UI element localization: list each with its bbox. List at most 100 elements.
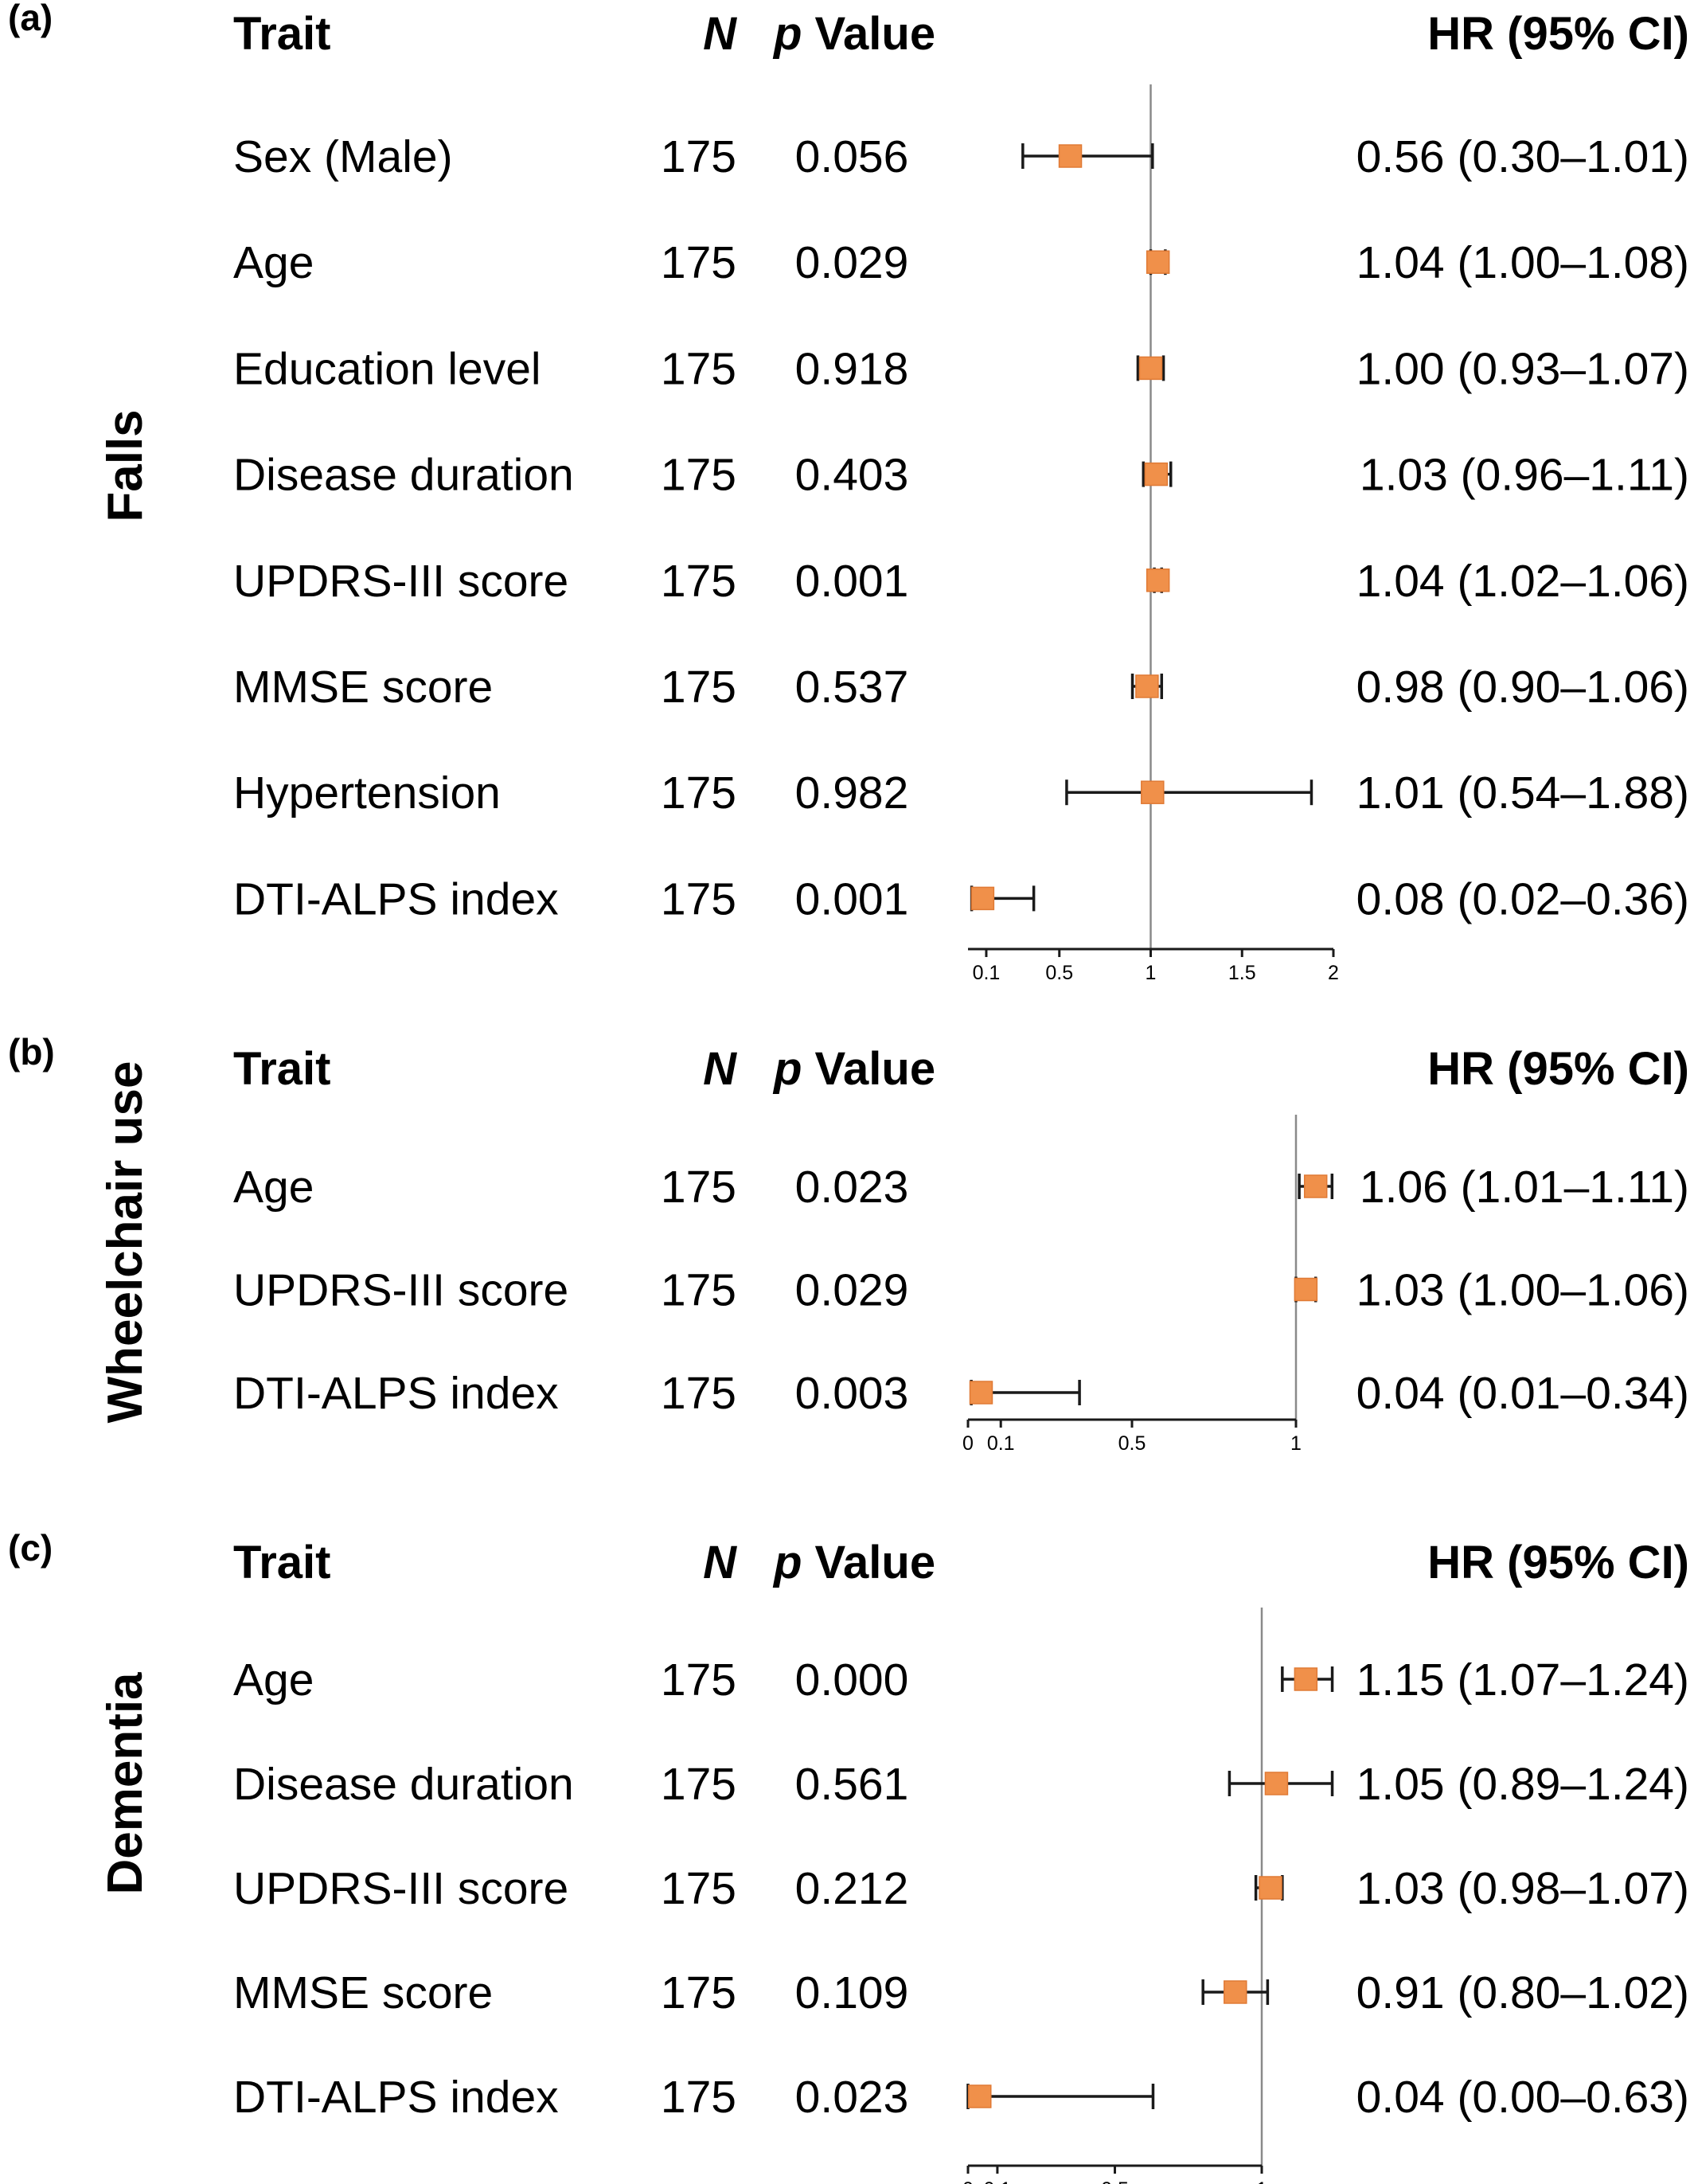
p-value: 0.003 (795, 1368, 909, 1419)
trait-label: DTI-ALPS index (233, 1368, 559, 1419)
x-tick-label: 1.5 (1228, 962, 1256, 984)
header-p-italic: p (772, 1537, 802, 1588)
trait-label: Age (233, 1655, 314, 1705)
p-value: 0.023 (795, 1162, 909, 1213)
header-trait: Trait (233, 8, 331, 60)
outcome-label: Dementia (98, 1672, 153, 1895)
p-value: 0.537 (795, 662, 909, 713)
n-value: 175 (661, 1863, 736, 1914)
outcome-label: Falls (98, 409, 153, 522)
table-row: UPDRS-III score 175 0.212 1.03 (0.98–1.07) (233, 1863, 1689, 1914)
hr-marker (1146, 568, 1170, 592)
table-row: Sex (Male) 175 0.056 0.56 (0.30–1.01) (233, 131, 1689, 182)
header-hr: HR (95% CI) (1427, 1537, 1689, 1588)
x-tick-label: 0.5 (1118, 1432, 1146, 1455)
trait-label: MMSE score (233, 662, 493, 713)
p-value: 0.000 (795, 1655, 909, 1705)
p-value: 0.023 (795, 2072, 909, 2123)
hr-ci-label: 1.03 (0.98–1.07) (1356, 1863, 1689, 1914)
hr-ci-label: 0.91 (0.80–1.02) (1356, 1967, 1689, 2018)
hr-marker (1058, 144, 1083, 168)
p-value: 0.001 (795, 556, 909, 607)
n-value: 175 (661, 237, 736, 288)
n-value: 175 (661, 1368, 736, 1419)
hr-ci-label: 0.98 (0.90–1.06) (1356, 662, 1689, 713)
table-row: MMSE score 175 0.109 0.91 (0.80–1.02) (233, 1967, 1689, 2018)
hr-marker (1294, 1277, 1318, 1302)
panel-tag: (a) (8, 0, 53, 38)
header-trait: Trait (233, 1043, 331, 1095)
trait-label: UPDRS-III score (233, 556, 568, 607)
n-value: 175 (661, 873, 736, 924)
x-tick-label: 0.1 (984, 2178, 1012, 2184)
p-value: 0.001 (795, 873, 909, 924)
hr-ci-label: 1.04 (1.00–1.08) (1356, 237, 1689, 288)
x-tick-label: 1 (1256, 2178, 1267, 2184)
x-tick-label: 0.5 (1101, 2178, 1129, 2184)
hr-marker (1138, 356, 1163, 381)
trait-label: Age (233, 237, 314, 288)
x-tick-label: 1 (1146, 962, 1157, 984)
p-value: 0.029 (795, 1265, 909, 1316)
table-row: Age 175 0.023 1.06 (1.01–1.11) (233, 1162, 1689, 1213)
header-n: N (703, 8, 737, 60)
trait-label: UPDRS-III score (233, 1265, 568, 1316)
n-value: 175 (661, 1967, 736, 2018)
table-row: Age 175 0.000 1.15 (1.07–1.24) (233, 1655, 1689, 1705)
trait-label: DTI-ALPS index (233, 2072, 559, 2123)
trait-label: Disease duration (233, 450, 574, 501)
header-p-rest: Value (802, 1537, 935, 1588)
table-row: UPDRS-III score 175 0.001 1.04 (1.02–1.06) (233, 556, 1689, 607)
x-tick-label: 0.1 (987, 1432, 1015, 1455)
x-tick-label: 0.5 (1045, 962, 1073, 984)
x-tick-label: 2 (1328, 962, 1339, 984)
hr-ci-label: 0.04 (0.00–0.63) (1356, 2072, 1689, 2123)
n-value: 175 (661, 1162, 736, 1213)
p-value: 0.403 (795, 450, 909, 501)
trait-label: DTI-ALPS index (233, 873, 559, 924)
hr-ci-label: 1.01 (0.54–1.88) (1356, 768, 1689, 819)
n-value: 175 (661, 343, 736, 394)
hr-marker (1135, 674, 1159, 698)
p-value: 0.982 (795, 768, 909, 819)
n-value: 175 (661, 131, 736, 182)
trait-label: MMSE score (233, 1967, 493, 2018)
trait-label: Age (233, 1162, 314, 1213)
n-value: 175 (661, 1265, 736, 1316)
table-row: Hypertension 175 0.982 1.01 (0.54–1.88) (233, 768, 1689, 819)
hr-ci-label: 1.05 (0.89–1.24) (1356, 1759, 1689, 1810)
hr-marker (1146, 250, 1170, 274)
table-row: UPDRS-III score 175 0.029 1.03 (1.00–1.06) (233, 1265, 1689, 1316)
header-p-rest: Value (802, 8, 935, 60)
n-value: 175 (661, 2072, 736, 2123)
table-row: DTI-ALPS index 175 0.023 0.04 (0.00–0.63) (233, 2072, 1689, 2123)
p-value: 0.561 (795, 1759, 909, 1810)
table-row: Age 175 0.029 1.04 (1.00–1.08) (233, 237, 1689, 288)
p-value: 0.109 (795, 1967, 909, 2018)
hr-ci-label: 1.06 (1.01–1.11) (1360, 1162, 1689, 1213)
x-tick-label: 0 (962, 1432, 974, 1455)
hr-marker (1259, 1876, 1282, 1900)
n-value: 175 (661, 768, 736, 819)
hr-marker (1294, 1667, 1318, 1691)
hr-marker (1303, 1174, 1328, 1198)
hr-ci-label: 1.03 (0.96–1.11) (1360, 450, 1689, 501)
p-value: 0.918 (795, 343, 909, 394)
header-p-italic: p (772, 1043, 802, 1095)
hr-marker (1224, 1980, 1247, 2004)
header-p-value: p Value (772, 8, 935, 60)
x-tick-label: 1 (1290, 1432, 1302, 1455)
table-row: DTI-ALPS index 175 0.003 0.04 (0.01–0.34) (233, 1368, 1689, 1419)
hr-ci-label: 0.08 (0.02–0.36) (1356, 873, 1689, 924)
panel-tag: (c) (8, 1527, 53, 1569)
hr-marker (1144, 462, 1169, 486)
n-value: 175 (661, 1759, 736, 1810)
table-row: Education level 175 0.918 1.00 (0.93–1.07) (233, 343, 1689, 394)
trait-label: Sex (Male) (233, 131, 453, 182)
hr-ci-label: 1.03 (1.00–1.06) (1356, 1265, 1689, 1316)
x-tick-label: 0 (962, 2178, 974, 2184)
panel-tag: (b) (8, 1031, 55, 1072)
